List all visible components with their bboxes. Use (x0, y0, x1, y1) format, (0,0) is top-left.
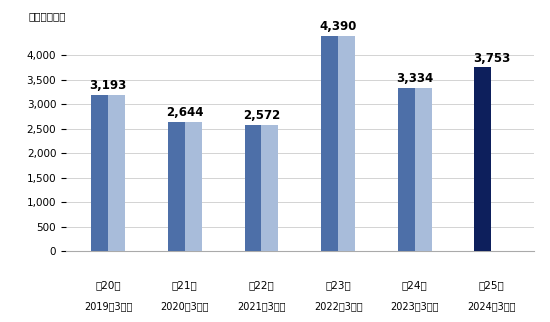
Text: 2021年3月期: 2021年3月期 (237, 301, 285, 311)
Text: 第20期: 第20期 (95, 280, 121, 290)
Text: 2020年3月期: 2020年3月期 (161, 301, 209, 311)
Text: 2,572: 2,572 (243, 109, 280, 122)
Text: 3,193: 3,193 (90, 79, 127, 92)
Bar (261, 125, 278, 251)
Text: 2,644: 2,644 (166, 106, 204, 119)
Text: 第23期: 第23期 (325, 280, 351, 290)
Text: 2019年3月期: 2019年3月期 (84, 301, 133, 311)
Text: 3,334: 3,334 (396, 72, 433, 85)
Bar (245, 125, 261, 251)
Bar (415, 88, 432, 251)
Bar (185, 122, 202, 251)
Bar (338, 36, 355, 251)
Bar (168, 122, 185, 251)
Text: 第21期: 第21期 (172, 280, 197, 290)
Text: 第25期: 第25期 (478, 280, 504, 290)
Text: 2022年3月期: 2022年3月期 (314, 301, 362, 311)
Bar (91, 95, 108, 251)
Bar (475, 67, 491, 251)
Text: （百万日元）: （百万日元） (29, 11, 66, 21)
Text: 第22期: 第22期 (249, 280, 274, 290)
Text: 第24期: 第24期 (402, 280, 427, 290)
Text: 4,390: 4,390 (320, 20, 357, 33)
Bar (321, 36, 338, 251)
Text: 2024年3月期: 2024年3月期 (467, 301, 515, 311)
Text: 3,753: 3,753 (472, 52, 510, 65)
Text: 2023年3月期: 2023年3月期 (390, 301, 439, 311)
Bar (398, 88, 415, 251)
Bar (108, 95, 125, 251)
